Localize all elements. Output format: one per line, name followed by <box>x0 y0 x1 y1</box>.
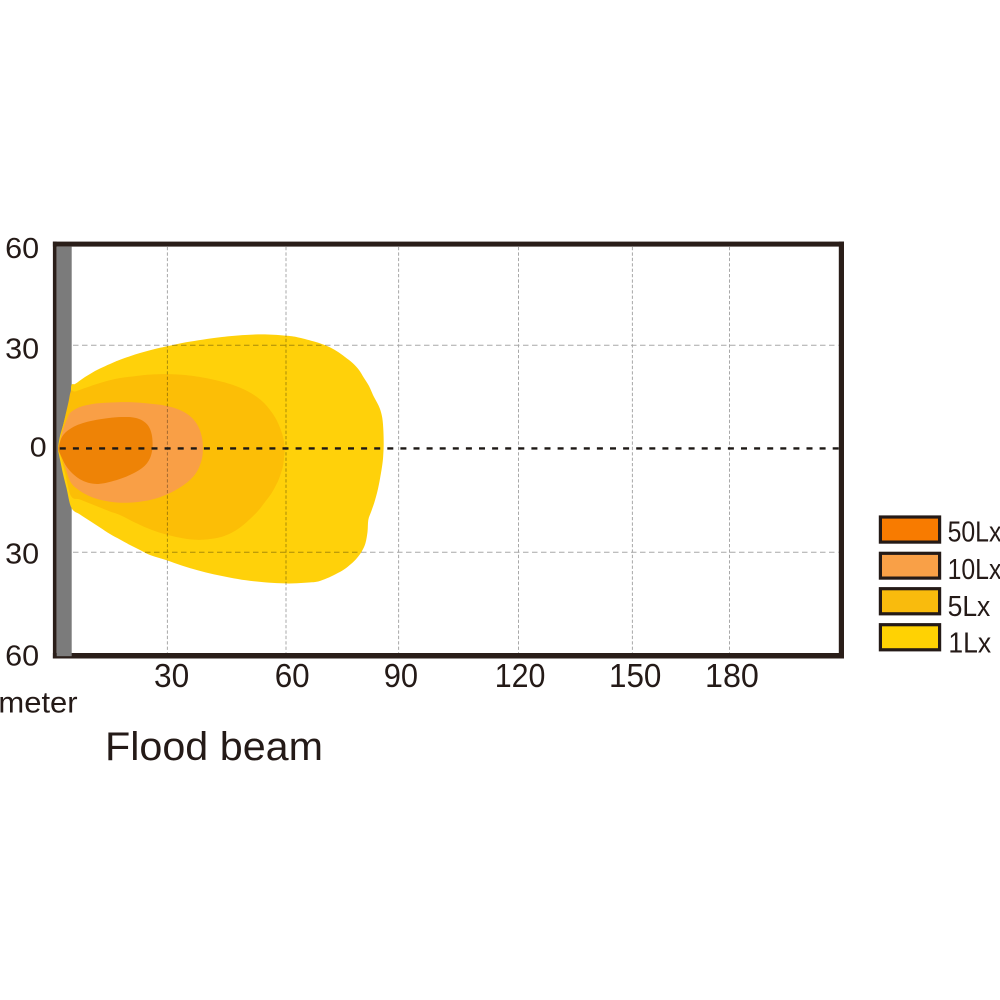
svg-text:30: 30 <box>5 333 39 365</box>
svg-text:50Lx: 50Lx <box>948 517 1000 549</box>
svg-text:0: 0 <box>30 432 47 463</box>
svg-text:60: 60 <box>275 658 310 695</box>
svg-text:90: 90 <box>384 658 418 695</box>
svg-text:150: 150 <box>609 658 661 695</box>
svg-text:60: 60 <box>5 233 39 265</box>
svg-text:30: 30 <box>5 538 39 570</box>
svg-text:1Lx: 1Lx <box>948 628 991 660</box>
svg-text:5Lx: 5Lx <box>948 591 991 623</box>
svg-text:30: 30 <box>154 658 189 695</box>
svg-text:meter: meter <box>0 686 78 719</box>
svg-text:180: 180 <box>705 658 759 695</box>
svg-text:Flood beam: Flood beam <box>105 725 323 769</box>
svg-text:60: 60 <box>5 640 39 672</box>
svg-text:10Lx: 10Lx <box>948 554 1000 586</box>
svg-text:120: 120 <box>495 658 546 695</box>
